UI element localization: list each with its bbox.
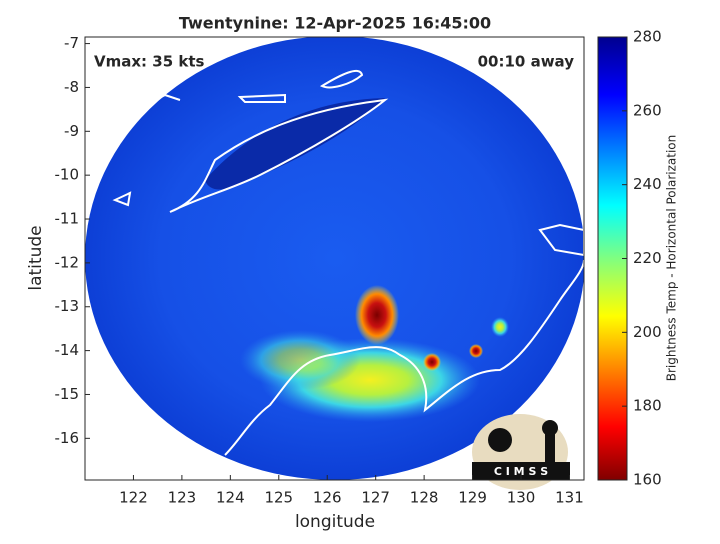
x-tick-label: 125	[264, 489, 293, 507]
colorbar-tick-label: 220	[633, 249, 662, 267]
y-tick-label: -15	[55, 385, 80, 403]
y-tick-label: -9	[64, 122, 79, 140]
y-tick-label: -12	[55, 253, 80, 271]
y-tick-label: -11	[55, 210, 80, 228]
y-tick-label: -7	[64, 34, 79, 52]
x-tick-label: 122	[119, 489, 148, 507]
x-tick-label: 124	[216, 489, 245, 507]
coastline	[85, 69, 584, 480]
colorbar-tick-label: 260	[633, 101, 662, 119]
colorbar-label: Brightness Temp - Horizontal Polarizatio…	[665, 135, 679, 382]
x-tick-label: 128	[410, 489, 439, 507]
axes-frame	[84, 36, 585, 481]
x-tick-label: 123	[168, 489, 197, 507]
colorbar-tick-label: 200	[633, 323, 662, 341]
x-tick-label: 127	[361, 489, 390, 507]
x-axis-label: longitude	[295, 512, 375, 532]
vmax-annotation: Vmax: 35 kts	[94, 53, 204, 71]
y-axis-label: latitude	[26, 225, 46, 290]
y-tick-label: -8	[64, 78, 79, 96]
x-tick-label: 130	[507, 489, 536, 507]
logo-text: C I M S S	[494, 465, 548, 478]
colorbar-tick-label: 160	[633, 471, 662, 489]
time-annotation: 00:10 away	[478, 53, 575, 71]
field	[85, 37, 584, 480]
colorbar-tick-label: 180	[633, 397, 662, 415]
y-tick-label: -16	[55, 429, 80, 447]
x-tick-label: 129	[458, 489, 487, 507]
x-tick-label: 131	[555, 489, 584, 507]
y-tick-label: -10	[55, 166, 80, 184]
colorbar-tick-label: 280	[633, 28, 662, 46]
x-tick-label: 126	[313, 489, 342, 507]
logo: C I M S S	[472, 414, 570, 490]
y-tick-label: -13	[55, 297, 80, 315]
colorbar-tick-label: 240	[633, 175, 662, 193]
y-tick-label: -14	[55, 341, 80, 359]
chart-title: Twentynine: 12-Apr-2025 16:45:00	[179, 14, 491, 33]
